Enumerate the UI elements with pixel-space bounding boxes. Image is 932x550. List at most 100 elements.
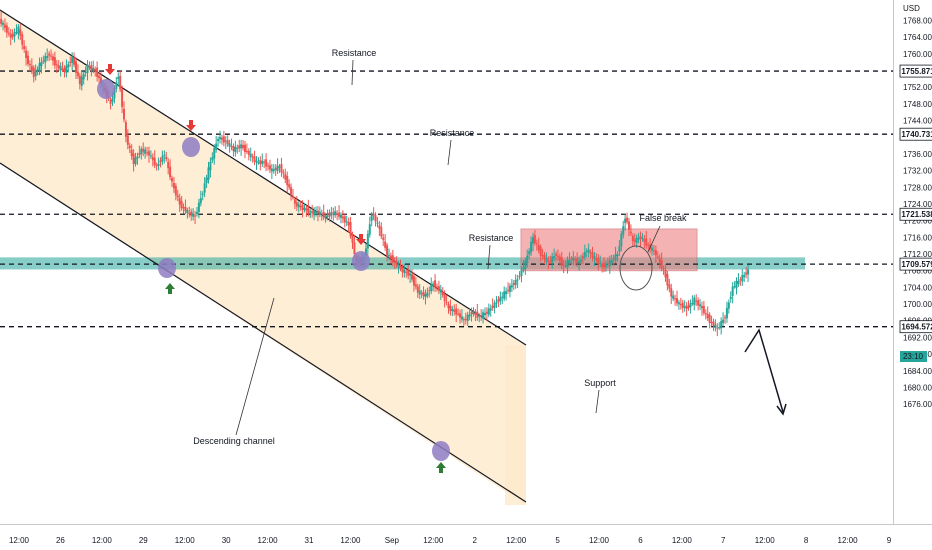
candle-body [286, 176, 289, 186]
annotation-label: Resistance [469, 233, 514, 243]
candle-body [245, 150, 248, 152]
candle-body [188, 212, 191, 214]
buy-arrow-icon [165, 283, 175, 294]
candle-body [13, 32, 16, 37]
candle-body [121, 89, 124, 107]
y-tick-label: 1700.000 [903, 300, 932, 309]
candle-body [347, 222, 350, 226]
candle-body [723, 317, 726, 319]
candle-body [144, 149, 147, 154]
candle-body [699, 304, 702, 307]
candle-body [416, 286, 419, 293]
candle-body [2, 22, 5, 25]
candle-body [595, 258, 598, 261]
candle-body [119, 75, 122, 90]
candle-body [725, 307, 728, 319]
candle-body [555, 253, 558, 256]
candle-body [524, 260, 527, 270]
candle-body [537, 245, 540, 251]
candle-body [411, 274, 414, 280]
candle-body [201, 193, 204, 195]
candle-body [474, 312, 477, 315]
candle-body [113, 87, 116, 99]
candle-body [203, 183, 206, 193]
y-tick-label: 1720.000 [903, 217, 932, 226]
candle-body [391, 255, 394, 263]
candle-body [326, 215, 329, 217]
candle-body [593, 256, 596, 259]
candle-body [257, 162, 260, 164]
candle-body [165, 156, 168, 160]
candle-body [449, 305, 452, 312]
candle-body [743, 274, 746, 277]
candle-body [17, 26, 20, 34]
annotation-label: Resistance [430, 128, 475, 138]
candle-body [161, 156, 164, 162]
candle-body [549, 260, 552, 262]
y-tick-label: 1752.000 [903, 83, 932, 92]
candle-body [51, 56, 54, 61]
candle-body [234, 146, 237, 153]
candle-body [579, 259, 582, 262]
candle-body [516, 279, 519, 281]
candle-body [132, 153, 135, 165]
candle-body [637, 238, 640, 240]
candle-body [128, 145, 131, 149]
candle-body [395, 261, 398, 266]
candle-body [459, 313, 462, 318]
candle-body [9, 33, 12, 38]
sell-arrow-icon [105, 64, 115, 75]
candle-body [626, 217, 629, 222]
price-label-box [899, 127, 932, 141]
touch-circle [182, 137, 200, 157]
candle-body [69, 61, 72, 63]
candle-body [169, 166, 172, 178]
candle-body [182, 207, 185, 209]
candle-body [332, 212, 335, 214]
candle-body [280, 164, 283, 173]
price-axis-bg [893, 0, 932, 550]
candle-body [522, 267, 525, 270]
candle-body [507, 289, 510, 291]
candle-body [499, 296, 502, 302]
candle-body [712, 321, 715, 326]
candle-body [197, 202, 200, 212]
candle-body [689, 303, 692, 308]
candle-body [629, 231, 632, 234]
candle-body [295, 202, 298, 207]
price-label-box [899, 207, 932, 221]
candle-body [345, 221, 348, 223]
candle-body [88, 66, 91, 68]
candle-body [695, 300, 698, 302]
x-tick-label: 8 [804, 536, 809, 545]
candle-body [574, 259, 577, 261]
touch-circle [432, 441, 450, 461]
candle-body [480, 315, 483, 317]
candle-body [681, 302, 684, 308]
candle-body [98, 75, 101, 79]
candle-body [482, 312, 485, 319]
candle-body [583, 252, 586, 258]
candle-body [219, 136, 222, 140]
candle-body [372, 213, 375, 216]
candle-body [75, 61, 78, 73]
annotation-pointer [647, 225, 661, 253]
candle-body [92, 68, 95, 71]
candle-body [435, 286, 438, 288]
candle-body [572, 257, 575, 261]
currency-label: USD [903, 4, 920, 13]
candle-body [733, 286, 736, 288]
x-tick-label: 12:00 [589, 536, 610, 545]
candle-body [443, 293, 446, 302]
candle-body [226, 140, 229, 145]
candle-body [78, 75, 81, 84]
candle-body [510, 285, 513, 288]
annotation-label: Resistance [332, 48, 377, 58]
y-tick-label: 1724.000 [903, 200, 932, 209]
candle-body [476, 311, 479, 318]
price-label: 1721.538 [901, 210, 932, 219]
candle-body [316, 210, 319, 214]
x-tick-label: Sep [385, 536, 400, 545]
